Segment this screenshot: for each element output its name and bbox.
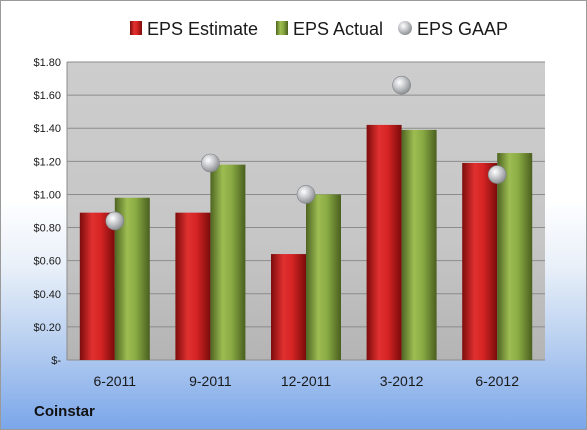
gaap-marker	[105, 211, 125, 231]
x-category-label: 12-2011	[281, 373, 332, 389]
gaap-marker	[201, 153, 220, 173]
estimate-bar	[271, 254, 306, 360]
y-tick-label: $0.60	[33, 256, 61, 268]
x-category-label: 6-2012	[475, 373, 519, 389]
x-axis-categories: 6-2011 9-2011 12-2011 3-2012 6-2012	[94, 373, 520, 389]
y-tick-label: $0.20	[33, 322, 61, 334]
actual-bar	[497, 153, 533, 360]
y-tick-label: $1.80	[33, 57, 61, 69]
y-tick-label: $0.40	[33, 289, 61, 301]
gaap-marker	[296, 185, 316, 204]
gaap-marker	[392, 75, 411, 95]
legend-swatch-actual	[276, 21, 288, 35]
estimate-bar	[79, 212, 115, 360]
x-category-label: 6-2011	[94, 373, 137, 389]
x-category-label: 9-2011	[189, 373, 232, 389]
gaap-markers	[105, 75, 507, 231]
bars	[79, 124, 533, 361]
y-tick-label: $1.40	[33, 123, 61, 135]
y-tick-label: $1.00	[33, 189, 61, 201]
legend-swatch-estimate	[130, 21, 142, 35]
y-tick-label: $-	[51, 355, 61, 367]
estimate-bar	[462, 162, 498, 360]
gaap-marker	[487, 165, 507, 184]
actual-bar	[401, 129, 437, 360]
estimate-bar	[366, 124, 402, 361]
y-tick-label: $1.20	[33, 156, 61, 168]
y-tick-label: $0.80	[33, 223, 61, 235]
company-label: Coinstar	[34, 403, 95, 420]
legend-swatch-gaap	[398, 21, 412, 35]
legend-label-actual: EPS Actual	[293, 19, 383, 39]
x-category-label: 3-2012	[380, 373, 424, 389]
actual-bar	[210, 164, 246, 360]
estimate-bar	[175, 212, 211, 360]
legend: EPS Estimate EPS Actual EPS GAAP	[130, 19, 508, 39]
y-tick-label: $1.60	[33, 90, 61, 102]
legend-label-gaap: EPS GAAP	[417, 19, 508, 39]
legend-label-estimate: EPS Estimate	[147, 19, 258, 39]
y-axis-ticks: $- $0.20 $0.40 $0.60 $0.80 $1.00 $1.20 $1.40 $1.…	[33, 57, 61, 367]
actual-bar	[306, 194, 341, 360]
